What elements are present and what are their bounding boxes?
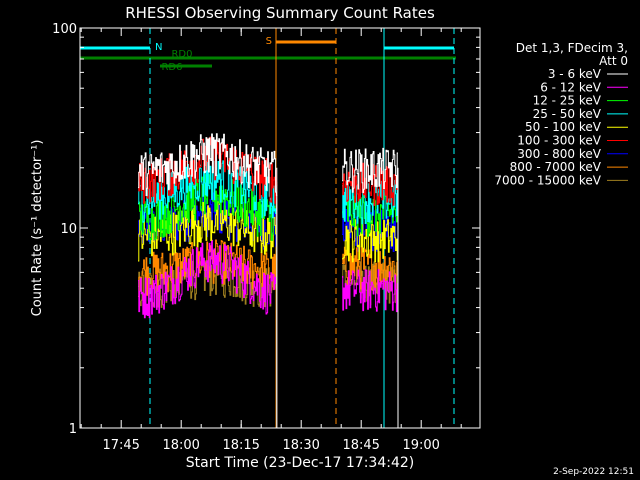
x-axis: 17:45 18:00 18:15 18:30 18:45 19:00 [80, 28, 462, 453]
y-axis: 1 10 100 [52, 22, 480, 437]
legend-entry-label: 12 - 25 keV [533, 94, 602, 108]
y-tick-label: 1 [69, 422, 77, 437]
flag-label: N [155, 42, 162, 53]
series-line [138, 239, 278, 319]
series-line [342, 179, 398, 225]
legend-entry-label: 300 - 800 keV [517, 147, 601, 161]
series-line [342, 218, 398, 263]
series-line [342, 147, 398, 194]
x-tick-label: 19:00 [402, 438, 439, 453]
series-line [138, 133, 278, 197]
y-tick-label: 100 [52, 22, 77, 37]
x-axis-label: Start Time (23-Dec-17 17:34:42) [186, 455, 414, 471]
legend-entry-label: 100 - 300 keV [517, 134, 601, 148]
legend-header: Det 1,3, FDecim 3, [516, 41, 628, 55]
legend-entry-label: 7000 - 15000 keV [494, 173, 601, 187]
legend-entry-label: 25 - 50 keV [533, 107, 602, 121]
series-line [138, 160, 278, 223]
legend-entry-label: 6 - 12 keV [540, 80, 602, 94]
flag-label: S [266, 36, 272, 47]
legend-header: Att 0 [599, 54, 628, 68]
legend-entry-label: 3 - 6 keV [548, 67, 602, 81]
series-traces [138, 133, 399, 428]
x-tick-label: 18:15 [222, 438, 259, 453]
x-tick-label: 18:00 [162, 438, 199, 453]
y-tick-label: 10 [60, 222, 77, 237]
legend-entry-label: 800 - 7000 keV [510, 160, 602, 174]
chart-title: RHESSI Observing Summary Count Rates [125, 4, 435, 22]
y-axis-label: Count Rate (s⁻¹ detector⁻¹) [30, 140, 45, 317]
flag-label: RD6 [161, 62, 182, 73]
flag-label: RD0 [171, 49, 192, 60]
x-tick-label: 18:30 [282, 438, 319, 453]
x-tick-label: 18:45 [342, 438, 379, 453]
series-line [342, 246, 398, 291]
series-line [342, 192, 398, 237]
footer-date: 2-Sep-2022 12:51 [553, 467, 634, 477]
flag-bars: N RD0 RD6 S [80, 36, 456, 73]
series-line [342, 269, 398, 313]
series-line [138, 239, 278, 297]
legend-entry-label: 50 - 100 keV [525, 120, 602, 134]
x-tick-label: 17:45 [102, 438, 139, 453]
